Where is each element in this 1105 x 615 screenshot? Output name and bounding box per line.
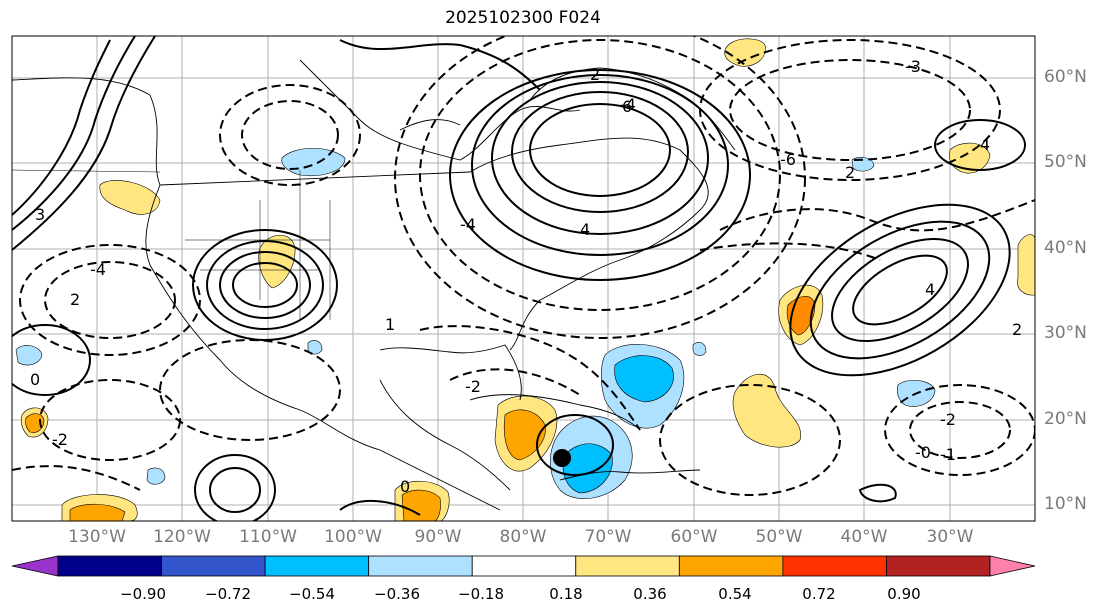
contour-label: -0 (915, 443, 931, 462)
shade-lightblue-w (15, 345, 43, 366)
colorbar-tick-label: −0.72 (205, 585, 251, 603)
lat-label-60: 60°N (1044, 67, 1087, 87)
lon-label-110: 110°W (239, 527, 297, 547)
colorbar-segment (575, 555, 680, 577)
shade-lightblue-small4 (692, 342, 707, 356)
contour-label: -6 (780, 150, 796, 169)
contour-label: -2 (940, 410, 956, 429)
colorbar-tick-label: −0.54 (289, 585, 335, 603)
contour-label: 2 (845, 163, 855, 182)
shade-yellow-sw (258, 234, 296, 289)
colorbar-segment (57, 555, 162, 577)
lat-label-50: 50°N (1044, 152, 1087, 172)
colorbar-tick-label: 0.54 (718, 585, 752, 603)
lon-label-40: 40°W (840, 527, 888, 547)
colorbar-segment (886, 555, 991, 577)
colorbar-segment (471, 555, 577, 577)
lon-label-80: 80°W (499, 527, 547, 547)
contour-label: -3 (905, 57, 921, 76)
map-title: 2025102300 F024 (445, 8, 601, 28)
colorbar-tick-label: 0.18 (549, 585, 583, 603)
colorbar-segment (161, 555, 266, 577)
colorbar-tick-label: −0.18 (458, 585, 504, 603)
colorbar-segment (264, 555, 370, 577)
colorbar-tick-label: 0.36 (633, 585, 667, 603)
shade-yellow-mideast (732, 373, 801, 448)
shade-lightblue-small1 (146, 467, 166, 485)
contour-label: -2 (52, 430, 68, 449)
colorbar-tick-label: −0.90 (120, 585, 166, 603)
colorbar-tick-label: −0.36 (374, 585, 420, 603)
lon-label-50: 50°W (755, 527, 803, 547)
contour-label: 2 (590, 65, 600, 84)
contour-label: -4 (460, 215, 476, 234)
contour-label: -2 (465, 377, 481, 396)
solid-contours (12, 36, 1026, 521)
colorbar-segment (678, 555, 784, 577)
contour-label: 0 (400, 477, 410, 496)
colorbar-tick-label: 0.90 (887, 585, 921, 603)
shading-areas (15, 38, 1035, 521)
contour-label: 1 (385, 315, 395, 334)
map-frame (11, 35, 1036, 522)
shade-yellow-east-edge (1017, 234, 1035, 296)
storm-center-marker (553, 449, 571, 467)
colorbar (11, 555, 1036, 577)
contour-label: -1 (940, 445, 956, 464)
lon-label-70: 70°W (584, 527, 632, 547)
colorbar-tick-label: 0.72 (802, 585, 836, 603)
shade-orange-w (25, 413, 45, 433)
contour-label: 4 (580, 220, 590, 239)
colorbar-extend-high (989, 555, 1036, 577)
lat-label-40: 40°N (1044, 238, 1087, 258)
lon-label-120: 120°W (153, 527, 211, 547)
contour-label: 2 (70, 290, 80, 309)
contour-label: 4 (980, 135, 990, 154)
lon-label-130: 130°W (68, 527, 126, 547)
dashed-contours (12, 36, 1035, 496)
lat-label-20: 20°N (1044, 409, 1087, 429)
lon-label-90: 90°W (414, 527, 462, 547)
lat-label-30: 30°N (1044, 323, 1087, 343)
contour-label: 4 (925, 280, 935, 299)
shade-yellow-top (724, 38, 766, 67)
contour-label: 0 (30, 370, 40, 389)
contour-label: -4 (90, 260, 106, 279)
colorbar-extend-low (11, 555, 59, 577)
shade-orange-pacific (69, 503, 126, 521)
lat-label-10: 10°N (1044, 494, 1087, 514)
shade-cyan-atlantic (614, 355, 674, 403)
lon-label-100: 100°W (324, 527, 382, 547)
shade-cyan-caribbean (562, 443, 613, 494)
contour-label: 6 (622, 97, 632, 116)
lon-label-30: 30°W (926, 527, 974, 547)
contour-label: -4 (620, 95, 636, 114)
lon-label-60: 60°W (670, 527, 718, 547)
contour-label: 3 (35, 205, 45, 224)
contour-label: 2 (1012, 320, 1022, 339)
shade-yellow-nw (99, 180, 161, 215)
shade-orange-caribbean (503, 409, 546, 461)
colorbar-segment (368, 555, 473, 577)
colorbar-segment (782, 555, 887, 577)
shade-lightblue-north (281, 148, 346, 177)
